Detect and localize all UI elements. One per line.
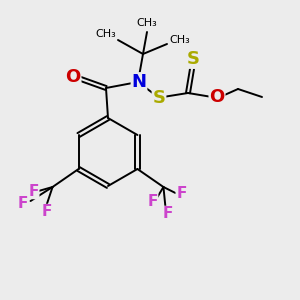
Text: CH₃: CH₃ bbox=[136, 18, 158, 28]
Text: CH₃: CH₃ bbox=[96, 29, 116, 39]
Text: S: S bbox=[152, 89, 166, 107]
Text: O: O bbox=[209, 88, 225, 106]
Text: N: N bbox=[131, 73, 146, 91]
Text: O: O bbox=[65, 68, 81, 86]
Text: F: F bbox=[17, 196, 28, 211]
Text: F: F bbox=[28, 184, 39, 199]
Text: CH₃: CH₃ bbox=[169, 35, 190, 45]
Text: F: F bbox=[162, 206, 172, 221]
Text: S: S bbox=[187, 50, 200, 68]
Text: F: F bbox=[147, 194, 158, 208]
Text: F: F bbox=[41, 205, 52, 220]
Text: F: F bbox=[176, 185, 187, 200]
